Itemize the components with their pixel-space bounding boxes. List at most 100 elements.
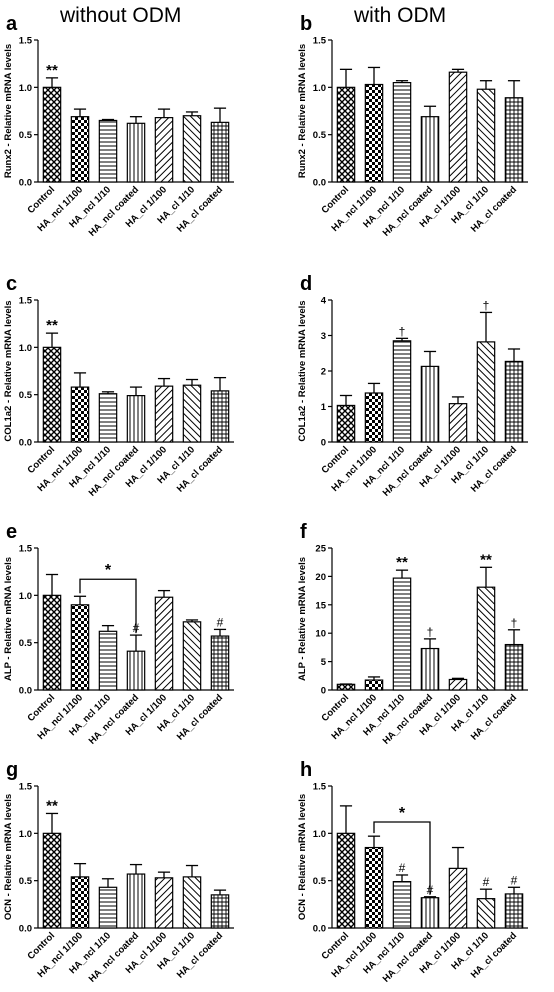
bar-ha-ncl-1-100 [364, 679, 384, 691]
panel-letter: f [300, 521, 307, 543]
bar-ha-cl-1-10 [182, 115, 202, 183]
y-tick-label: 1.0 [313, 83, 326, 94]
y-tick-label: 0.5 [19, 876, 33, 887]
panel-letter: b [300, 13, 312, 35]
bar-ha-cl-coated [504, 360, 524, 443]
bar-ha-ncl-1-100 [70, 386, 90, 443]
panel-letter: h [300, 759, 312, 781]
bar-ha-cl-1-10 [182, 621, 202, 691]
significance-marker: ** [480, 551, 492, 568]
y-tick-label: 10 [315, 629, 326, 640]
bar-ha-ncl-1-10 [392, 881, 412, 929]
bar-ha-cl-coated [210, 894, 230, 929]
bar-ha-cl-1-100 [154, 596, 174, 691]
significance-marker: ** [46, 317, 58, 334]
y-tick-label: 3 [321, 331, 326, 342]
bar-ha-ncl-coated [126, 873, 146, 929]
bar-ha-cl-1-10 [476, 586, 496, 691]
panel-letter: a [6, 13, 18, 35]
bracket-significance: * [105, 562, 112, 579]
column-title-with-odm: with ODM [354, 4, 447, 27]
y-tick-label: 25 [315, 544, 326, 555]
y-axis-label: ALP - Relative mRNA levels [3, 557, 14, 681]
bar-ha-cl-1-10 [476, 898, 496, 929]
y-tick-label: 0.5 [313, 130, 327, 141]
y-axis-label: Runx2 - Relative mRNA levels [3, 44, 14, 178]
panel-letter: d [300, 273, 312, 295]
bracket-significance: * [399, 805, 406, 822]
y-tick-label: 0.0 [19, 438, 32, 449]
y-tick-label: 1.0 [19, 83, 32, 94]
bar-control [42, 86, 62, 183]
significance-marker: # [483, 875, 490, 889]
y-tick-label: 5 [321, 657, 327, 668]
y-tick-label: 0.5 [313, 876, 327, 887]
significance-marker: # [511, 873, 518, 887]
y-tick-label: 0.0 [313, 924, 326, 935]
y-axis-label: Runx2 - Relative mRNA levels [297, 44, 308, 178]
bar-ha-ncl-1-100 [70, 876, 90, 929]
y-tick-label: 0.0 [19, 686, 32, 697]
significance-marker: † [399, 324, 406, 338]
y-tick-label: 0.0 [19, 178, 32, 189]
bar-ha-cl-coated [210, 121, 230, 183]
bar-ha-cl-1-100 [448, 403, 468, 443]
significance-marker: ** [46, 797, 58, 814]
bar-ha-ncl-coated [126, 395, 146, 443]
bar-control [42, 594, 62, 691]
bar-ha-ncl-coated [420, 365, 440, 443]
y-tick-label: 1.5 [19, 296, 33, 307]
y-tick-label: 4 [321, 296, 327, 307]
significance-marker: † [483, 298, 490, 312]
y-tick-label: 15 [315, 600, 326, 611]
y-tick-label: 0.0 [313, 178, 326, 189]
bar-control [336, 832, 356, 929]
bar-control [336, 683, 356, 691]
y-tick-label: 1.0 [313, 829, 326, 840]
panel-letter: g [6, 759, 18, 781]
y-tick-label: 1.5 [313, 782, 327, 793]
comparison-bracket [373, 821, 431, 895]
bar-ha-cl-1-100 [154, 877, 174, 929]
bar-control [42, 346, 62, 443]
y-tick-label: 1.0 [19, 829, 32, 840]
bar-ha-cl-coated [504, 893, 524, 929]
y-tick-label: 1 [321, 402, 327, 413]
bar-control [336, 86, 356, 183]
bar-ha-ncl-1-100 [364, 392, 384, 443]
y-axis-label: OCN - Relative mRNA levels [297, 794, 308, 920]
bar-ha-ncl-1-10 [98, 119, 118, 183]
y-axis-label: COL1a2 - Relative mRNA levels [3, 300, 14, 441]
y-axis-label: OCN - Relative mRNA levels [3, 794, 14, 920]
significance-marker: # [217, 615, 224, 629]
bar-ha-ncl-1-10 [392, 81, 412, 183]
panel-letter: e [6, 521, 17, 543]
y-tick-label: 2 [321, 367, 326, 378]
y-tick-label: 1.5 [19, 36, 33, 47]
bar-ha-cl-1-10 [182, 384, 202, 443]
significance-marker: # [399, 861, 406, 875]
bar-ha-ncl-1-100 [70, 116, 90, 183]
bar-ha-cl-1-10 [182, 876, 202, 929]
y-tick-label: 0.5 [19, 130, 33, 141]
comparison-bracket [79, 578, 137, 634]
y-tick-label: 1.5 [19, 544, 33, 555]
significance-marker: † [427, 625, 434, 639]
bar-ha-ncl-coated [420, 647, 440, 691]
bar-ha-ncl-coated [420, 116, 440, 183]
panel-c: c 0.0 0.5 1.0 1.5 COL1a2 - Relative mRNA leve… [3, 273, 234, 499]
y-tick-label: 20 [315, 572, 326, 583]
bar-control [42, 832, 62, 929]
bar-ha-cl-coated [504, 643, 524, 691]
bar-ha-cl-coated [210, 390, 230, 443]
bar-ha-ncl-1-100 [70, 604, 90, 691]
panel-b: b 0.0 0.5 1.0 1.5 Runx2 - Relative mRNA level… [297, 13, 528, 239]
y-axis-label: COL1a2 - Relative mRNA levels [297, 300, 308, 441]
bar-ha-cl-coated [210, 635, 230, 691]
bar-ha-ncl-1-10 [392, 340, 412, 443]
bar-ha-cl-1-100 [154, 385, 174, 443]
bar-control [336, 404, 356, 443]
